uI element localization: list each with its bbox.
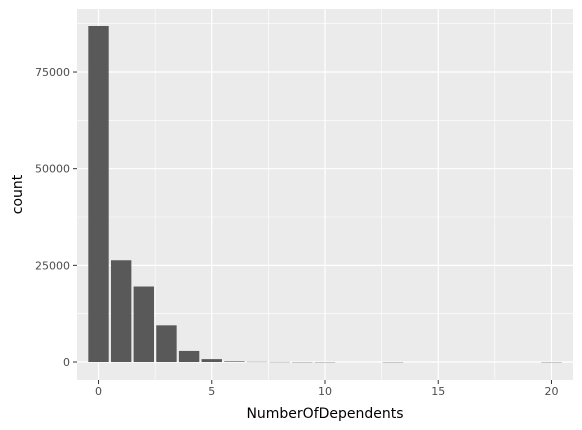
- x-tick-label: 0: [95, 385, 102, 398]
- bar: [134, 287, 154, 362]
- bar: [88, 26, 108, 362]
- y-tick-label: 50000: [35, 163, 70, 176]
- bar: [202, 359, 222, 362]
- bar: [111, 260, 131, 362]
- y-tick-label: 75000: [35, 66, 70, 79]
- x-axis-title: NumberOfDependents: [246, 406, 403, 422]
- y-tick-label: 0: [63, 356, 70, 369]
- bar: [224, 361, 244, 362]
- x-tick-label: 20: [544, 385, 558, 398]
- bar: [156, 325, 176, 362]
- x-tick-label: 5: [208, 385, 215, 398]
- x-tick-label: 15: [431, 385, 445, 398]
- bar: [179, 351, 199, 362]
- y-tick-label: 25000: [35, 259, 70, 272]
- x-tick-label: 10: [318, 385, 332, 398]
- y-axis-title: count: [10, 174, 26, 214]
